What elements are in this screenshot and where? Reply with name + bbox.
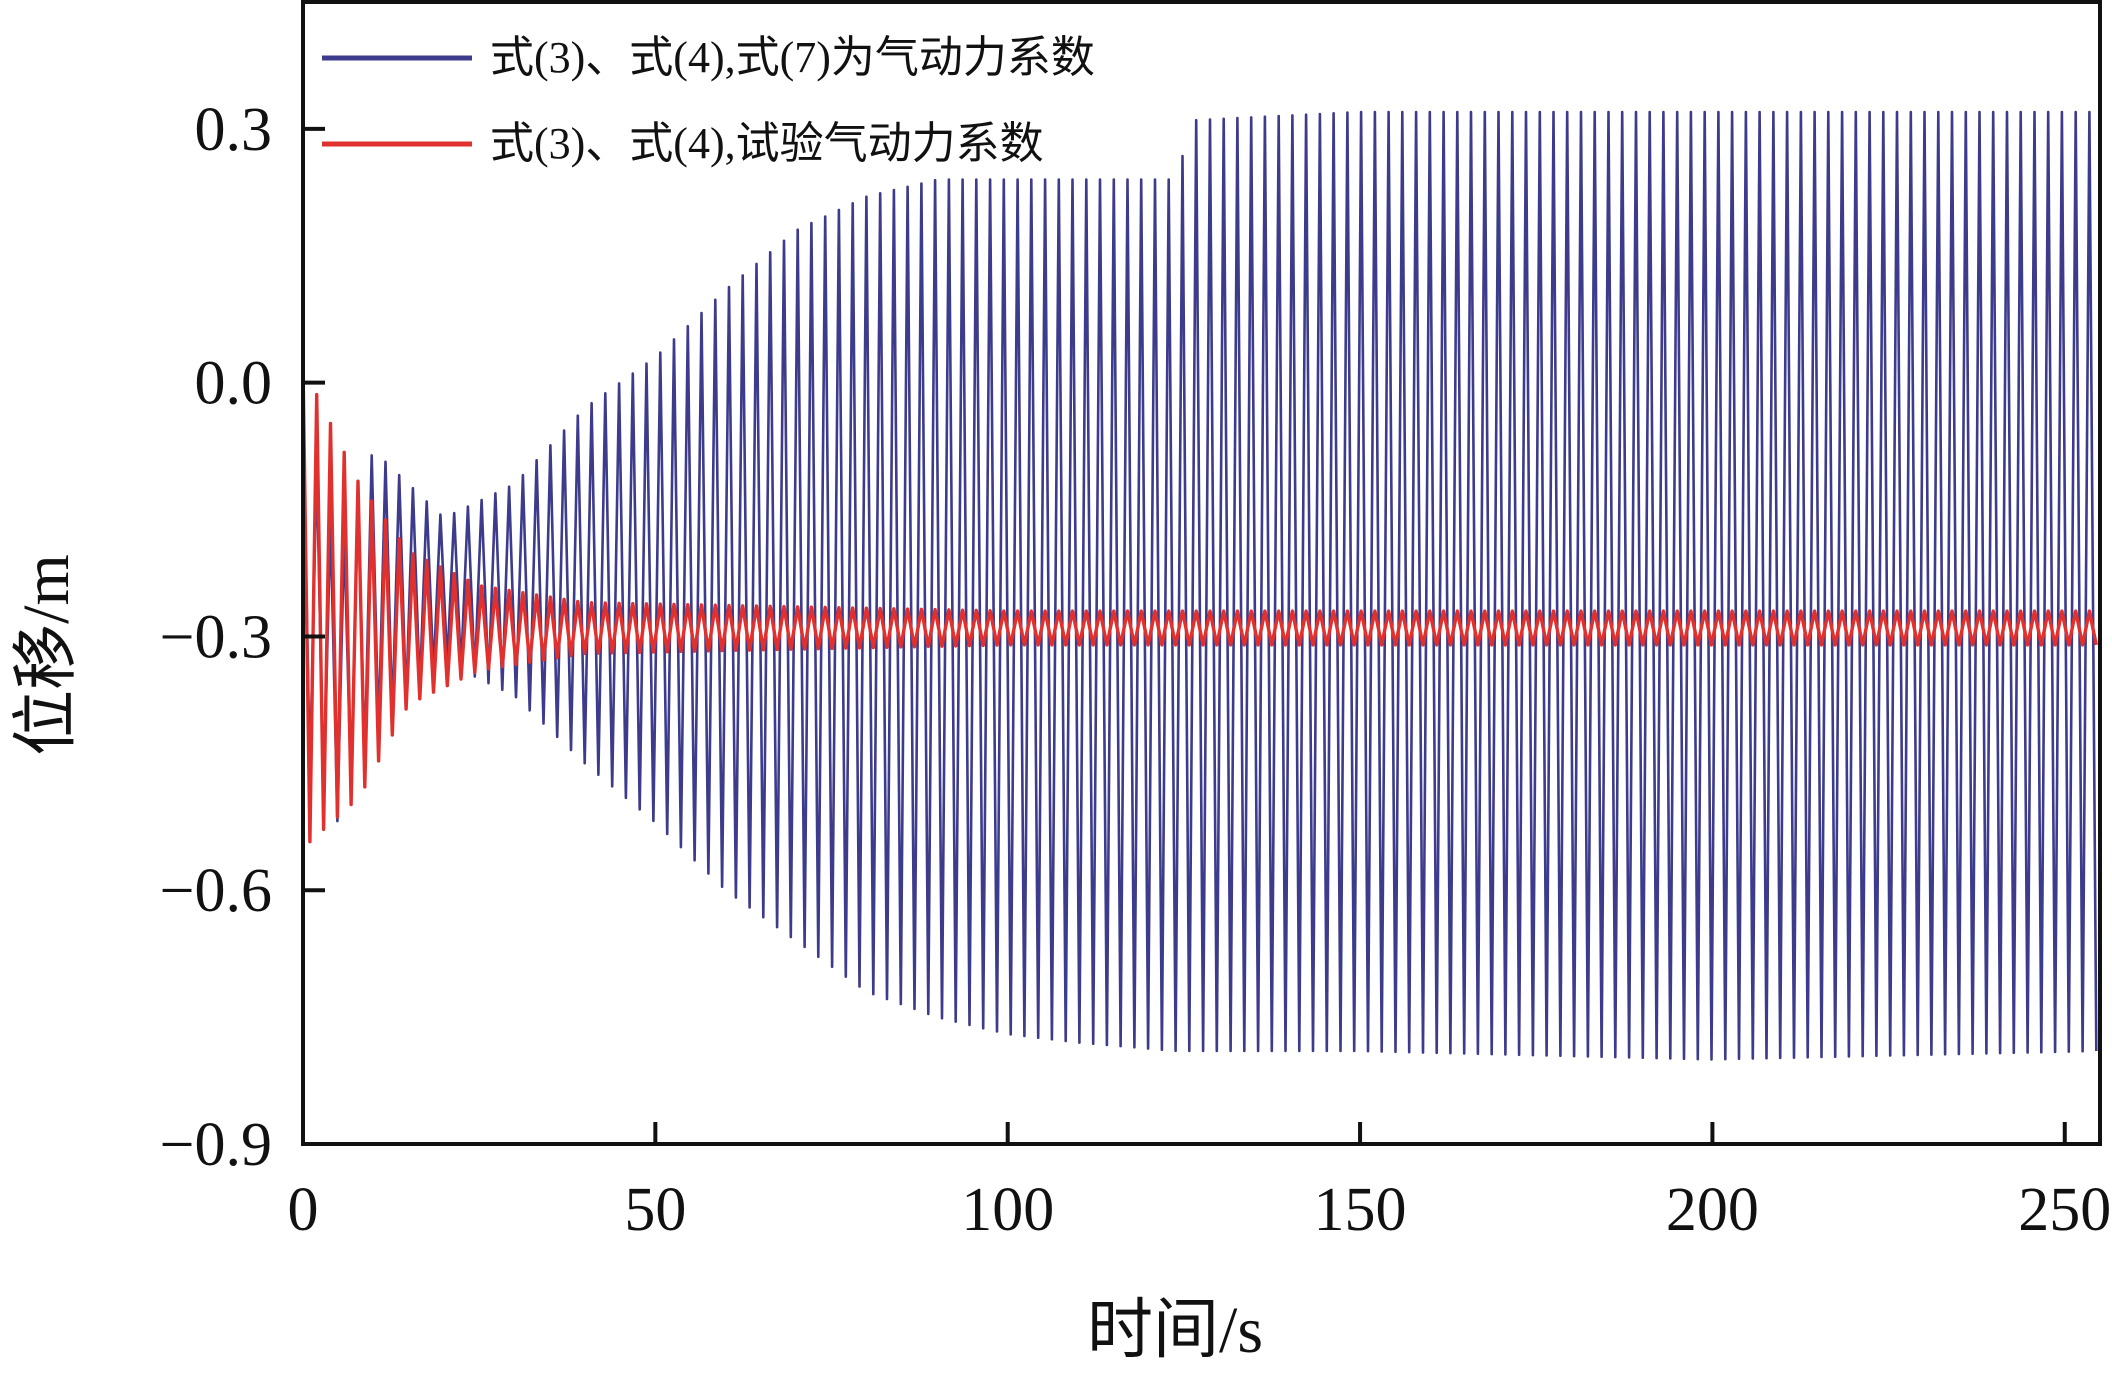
series-layer [301,110,2098,1061]
x-tick-label: 100 [961,1176,1054,1244]
y-tick-label: −0.3 [160,603,272,671]
legend-label-series-2: 式(3)、式(4),试验气动力系数 [490,119,1044,168]
x-tick-label: 50 [624,1176,686,1244]
x-tick-label: 250 [2018,1176,2111,1244]
y-tick-label: 0.0 [195,350,273,418]
x-tick-label: 150 [1314,1176,1407,1244]
plot-frame [301,0,2102,1146]
x-axis-label: 时间/s [1087,1294,1263,1367]
y-tick-label: −0.9 [160,1111,272,1179]
x-tick-label: 200 [1666,1176,1759,1244]
y-tick-label: −0.6 [160,857,272,925]
ticks-layer: 0 50 100 150 200 250 −0.9 −0.6 −0.3 0.0 0.3 [160,96,2112,1244]
series-line-1 [301,110,2098,1061]
y-tick-label: 0.3 [195,96,273,164]
legend: 式(3)、式(4),式(7)为气动力系数 式(3)、式(4),试验气动力系数 [322,33,1095,168]
x-tick-label: 0 [288,1176,319,1244]
series-line-2 [301,365,2098,844]
legend-label-series-1: 式(3)、式(4),式(7)为气动力系数 [490,33,1095,82]
y-axis-label: 位移/m [10,554,83,756]
